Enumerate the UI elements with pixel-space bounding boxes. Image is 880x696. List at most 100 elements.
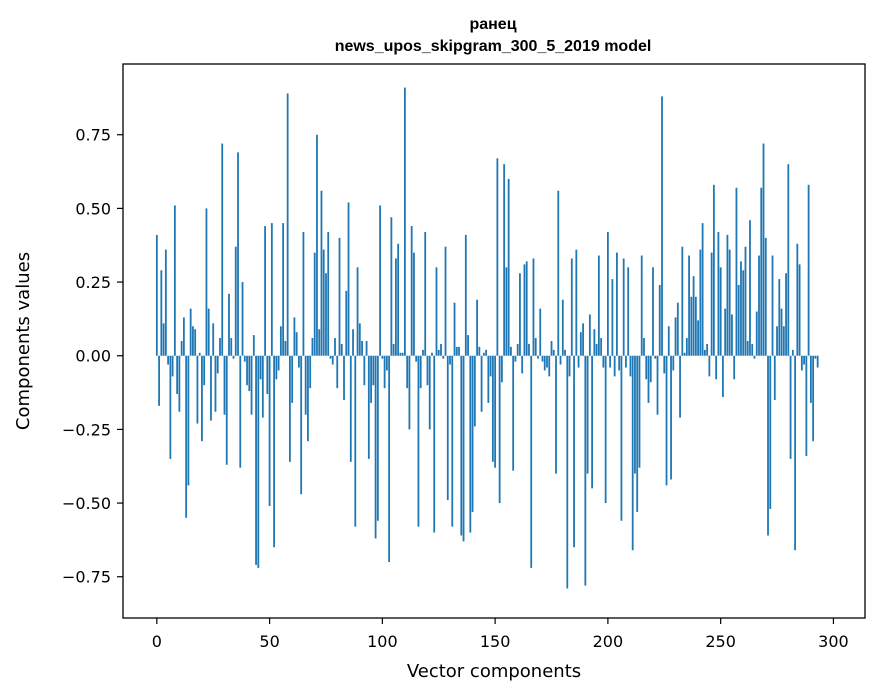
bar-129 (446, 355, 449, 501)
bar-121 (428, 355, 431, 430)
bar-126 (440, 343, 442, 356)
bar-201 (609, 355, 612, 368)
bar-63 (298, 355, 300, 368)
bar-58 (286, 93, 289, 356)
bar-64 (300, 355, 303, 495)
bar-262 (746, 341, 749, 356)
y-tick-label: 0.25 (75, 273, 111, 292)
bar-0 (155, 234, 158, 356)
bar-132 (453, 302, 456, 356)
bar-194 (593, 329, 596, 356)
bar-36 (237, 152, 239, 356)
bar-44 (255, 355, 257, 565)
bar-128 (444, 246, 447, 356)
x-tick-label: 0 (152, 632, 162, 651)
bar-274 (773, 355, 776, 400)
bar-156 (507, 178, 510, 356)
bar-33 (230, 338, 233, 356)
bar-229 (672, 355, 675, 371)
x-tick-label: 250 (705, 632, 736, 651)
bar-16 (192, 326, 194, 356)
bar-143 (478, 346, 481, 356)
bar-214 (638, 355, 641, 468)
bar-288 (805, 355, 808, 456)
bar-220 (652, 267, 654, 356)
bar-114 (413, 252, 415, 356)
bar-248 (715, 355, 718, 380)
bar-90 (358, 323, 361, 356)
bar-153 (500, 355, 503, 383)
bar-164 (525, 261, 528, 356)
plot-frame (122, 63, 866, 619)
bar-267 (758, 255, 760, 356)
bar-250 (719, 267, 722, 356)
bar-105 (392, 343, 395, 356)
bar-102 (385, 355, 388, 371)
bar-31 (225, 355, 228, 465)
bar-266 (755, 311, 758, 356)
bar-172 (543, 355, 546, 371)
bar-12 (182, 317, 185, 356)
bar-265 (753, 355, 756, 359)
bar-169 (537, 355, 539, 359)
bar-4 (164, 249, 167, 356)
bar-66 (304, 355, 307, 415)
bar-276 (778, 279, 781, 356)
bars-group (155, 87, 819, 589)
bar-110 (404, 87, 406, 356)
bar-72 (318, 329, 321, 356)
bar-35 (234, 246, 237, 356)
bar-3 (162, 323, 165, 356)
bar-293 (816, 355, 819, 368)
bar-29 (221, 143, 224, 356)
bar-175 (550, 341, 553, 356)
bar-227 (667, 326, 670, 356)
bar-237 (690, 296, 693, 356)
bar-278 (782, 326, 785, 356)
bar-150 (494, 355, 497, 468)
bar-125 (437, 349, 440, 356)
bar-236 (688, 255, 690, 356)
bar-182 (566, 355, 569, 589)
bar-234 (683, 352, 686, 356)
x-tick-label: 100 (367, 632, 398, 651)
bar-212 (634, 355, 636, 474)
bar-174 (548, 355, 551, 377)
bar-94 (367, 355, 370, 459)
bar-131 (451, 355, 454, 527)
bar-235 (685, 338, 688, 356)
bar-183 (568, 355, 571, 377)
bar-140 (471, 355, 474, 512)
bar-134 (458, 346, 460, 356)
bar-269 (762, 143, 765, 356)
bar-1 (158, 355, 160, 406)
bar-7 (171, 355, 174, 377)
bar-73 (320, 190, 323, 356)
bar-199 (604, 355, 607, 504)
bar-233 (681, 246, 684, 356)
bar-22 (205, 208, 208, 356)
x-tick-label: 50 (259, 632, 279, 651)
bar-277 (780, 308, 783, 356)
bar-207 (622, 258, 625, 356)
bar-252 (724, 308, 727, 356)
bar-180 (561, 299, 564, 356)
bar-78 (331, 355, 334, 365)
bar-195 (595, 343, 598, 356)
bar-189 (582, 323, 584, 356)
bar-30 (223, 355, 226, 415)
bar-219 (649, 355, 652, 383)
bar-97 (374, 355, 377, 539)
bar-284 (796, 243, 799, 356)
bar-232 (679, 355, 681, 418)
bar-149 (491, 355, 494, 462)
bar-224 (661, 96, 663, 356)
bar-6 (169, 355, 172, 459)
bar-264 (751, 343, 754, 356)
bar-184 (570, 258, 573, 356)
bar-246 (710, 252, 713, 356)
y-tick-label: 0.50 (75, 199, 111, 218)
bar-263 (749, 220, 751, 356)
bar-209 (627, 267, 630, 356)
chart-subtitle: news_upos_skipgram_300_5_2019 model (335, 38, 652, 55)
